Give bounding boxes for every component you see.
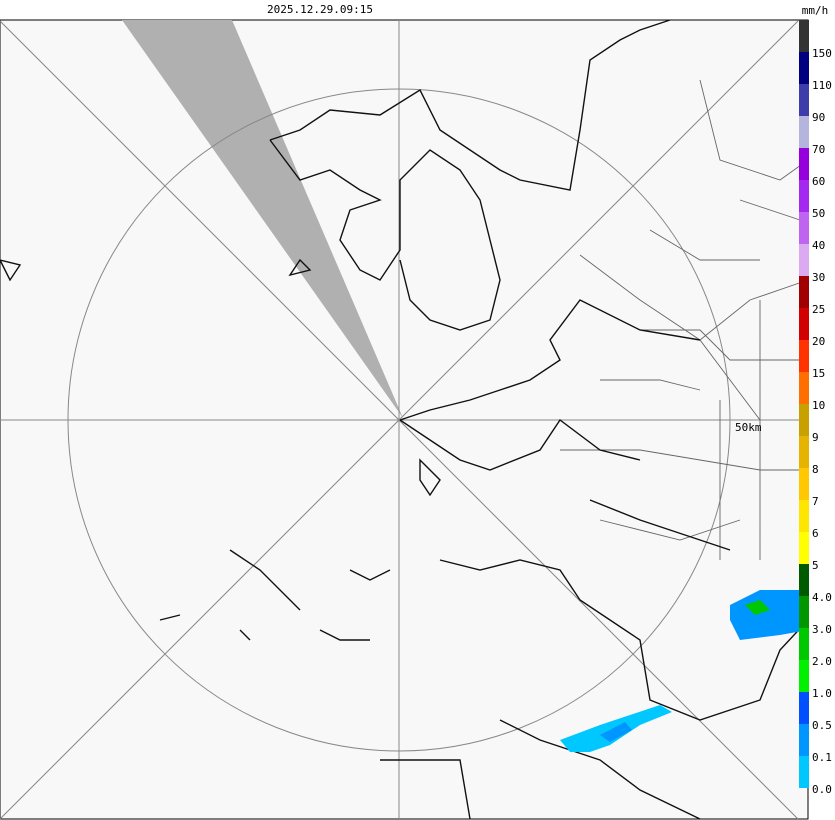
island xyxy=(0,258,441,641)
legend-swatch xyxy=(799,116,809,148)
legend-label: 7 xyxy=(812,495,819,508)
legend-swatch xyxy=(799,756,809,788)
legend-swatch xyxy=(799,148,809,180)
legend-swatch xyxy=(799,500,809,532)
legend-label: 2.0 xyxy=(812,655,832,668)
map: 50km xyxy=(0,19,809,820)
range-label: 50km xyxy=(735,421,762,434)
legend-label: 9 xyxy=(812,431,819,444)
legend-swatch xyxy=(799,628,809,660)
legend-swatch xyxy=(799,84,809,116)
legend-label: 4.0 xyxy=(812,591,832,604)
legend-swatch xyxy=(799,724,809,756)
blocked-sector xyxy=(122,20,403,418)
legend-swatch xyxy=(799,436,809,468)
rain-echo xyxy=(600,722,632,742)
legend-swatch xyxy=(799,308,809,340)
legend-swatch xyxy=(799,20,809,52)
legend-label: 0.0 xyxy=(812,783,832,796)
legend-label: 15 xyxy=(812,367,825,380)
legend-label: 0.5 xyxy=(812,719,832,732)
legend-label: 1.0 xyxy=(812,687,832,700)
legend-swatch xyxy=(799,244,809,276)
coastline xyxy=(269,19,809,820)
legend-label: 6 xyxy=(812,527,819,540)
legend-label: 10 xyxy=(812,399,825,412)
legend-label: 0.1 xyxy=(812,751,832,764)
legend-swatch xyxy=(799,372,809,404)
legend-label: 40 xyxy=(812,239,825,252)
unit-label: mm/h xyxy=(802,4,829,17)
legend-label: 60 xyxy=(812,175,825,188)
legend-label: 150 xyxy=(812,47,832,60)
legend-swatch xyxy=(799,532,809,564)
rain-echo xyxy=(745,600,770,615)
legend-label: 90 xyxy=(812,111,825,124)
legend-swatch xyxy=(799,564,809,596)
legend-label: 20 xyxy=(812,335,825,348)
legend-label: 110 xyxy=(812,79,832,92)
legend-swatch xyxy=(799,180,809,212)
legend-label: 3.0 xyxy=(812,623,832,636)
legend-swatch xyxy=(799,692,809,724)
legend-label: 30 xyxy=(812,271,825,284)
legend-label: 8 xyxy=(812,463,819,476)
legend-label: 50 xyxy=(812,207,825,220)
legend-swatch xyxy=(799,52,809,84)
rain-echo xyxy=(730,590,808,640)
legend-swatch xyxy=(799,276,809,308)
timestamp: 2025.12.29.09:15 xyxy=(267,3,373,16)
legend-label: 70 xyxy=(812,143,825,156)
legend-label: 25 xyxy=(812,303,825,316)
diagonal-line xyxy=(0,20,799,820)
legend: 150 110 90 70 60 50 40 30 25 20 15 10 9 8 7 6 5 4.0 3.0 2.0… xyxy=(799,20,832,796)
legend-label: 5 xyxy=(812,559,819,572)
legend-swatch xyxy=(799,468,809,500)
legend-swatch xyxy=(799,212,809,244)
legend-swatch xyxy=(799,340,809,372)
legend-swatch xyxy=(799,596,809,628)
legend-swatch xyxy=(799,660,809,692)
legend-swatch xyxy=(799,404,809,436)
